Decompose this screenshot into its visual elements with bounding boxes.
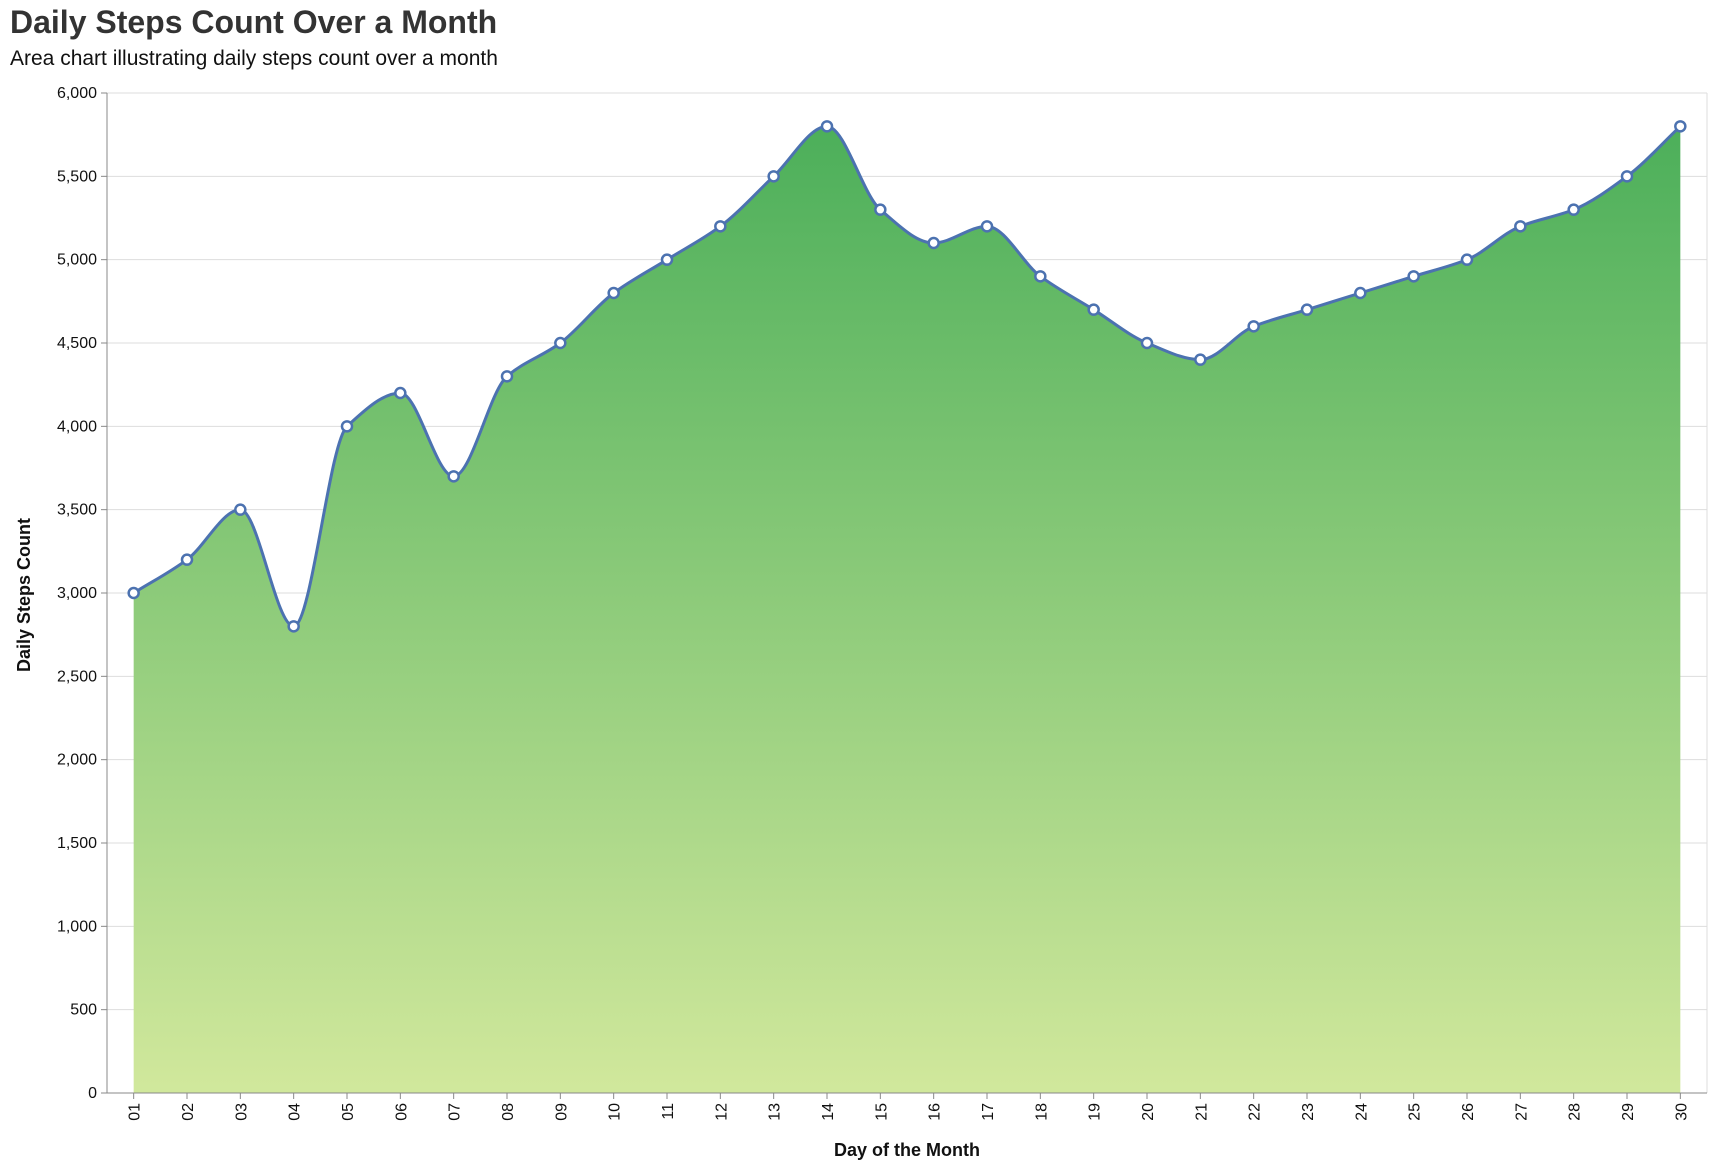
data-point xyxy=(554,336,567,350)
x-tick-label: 13 xyxy=(767,1103,784,1121)
x-tick-label: 26 xyxy=(1460,1103,1477,1121)
y-tick-label: 5,000 xyxy=(57,252,97,269)
data-point xyxy=(1407,270,1420,283)
x-tick-label: 22 xyxy=(1247,1103,1264,1121)
x-tick-label: 24 xyxy=(1353,1103,1370,1121)
data-point xyxy=(1300,303,1314,316)
x-tick-label: 09 xyxy=(553,1103,570,1121)
data-point xyxy=(1087,303,1100,316)
y-tick-label: 5,500 xyxy=(57,168,97,185)
data-point xyxy=(447,470,460,483)
data-point xyxy=(767,170,780,183)
y-tick-label: 0 xyxy=(88,1085,97,1102)
axes: 0 500 1,000 1,500 2,000 2,500 3,000 3,500 4,000 4… xyxy=(57,85,1707,1121)
data-point xyxy=(1194,353,1207,366)
data-point xyxy=(1034,270,1047,283)
x-tick-label: 15 xyxy=(873,1103,890,1121)
x-tick-label: 16 xyxy=(927,1103,944,1121)
x-tick-label: 28 xyxy=(1567,1103,1584,1121)
x-tick-label: 07 xyxy=(447,1103,464,1121)
x-tick-label: 10 xyxy=(607,1103,624,1121)
y-tick-label: 4,500 xyxy=(57,335,97,352)
x-tick-label: 29 xyxy=(1620,1103,1637,1121)
data-point xyxy=(980,220,994,233)
data-point xyxy=(820,120,834,133)
data-point xyxy=(1514,220,1527,233)
area-fill xyxy=(133,126,1681,1094)
data-point xyxy=(340,420,354,433)
x-tick-label: 11 xyxy=(660,1103,677,1120)
x-tick-label: 23 xyxy=(1300,1103,1317,1121)
x-tick-label: 17 xyxy=(980,1103,997,1121)
x-tick-label: 05 xyxy=(340,1103,357,1121)
data-point xyxy=(500,370,514,383)
x-tick-label: 25 xyxy=(1407,1103,1424,1121)
y-tick-label: 3,000 xyxy=(57,585,97,602)
x-tick-label: 19 xyxy=(1087,1103,1104,1121)
data-point xyxy=(927,236,940,250)
x-tick-label: 27 xyxy=(1513,1103,1530,1121)
data-points xyxy=(127,120,1687,633)
x-tick-label: 20 xyxy=(1140,1103,1157,1121)
data-point xyxy=(1140,336,1154,350)
data-point xyxy=(714,220,727,233)
x-tick-label: 18 xyxy=(1033,1103,1050,1121)
y-tick-label: 6,000 xyxy=(57,85,97,102)
x-tick-label: 14 xyxy=(820,1103,837,1121)
data-point xyxy=(1354,286,1367,300)
data-point xyxy=(1620,170,1634,183)
data-point xyxy=(394,386,407,400)
y-tick-label: 1,500 xyxy=(57,835,97,852)
x-tick-label: 21 xyxy=(1193,1103,1210,1121)
data-point xyxy=(1460,253,1474,266)
y-tick-label: 2,000 xyxy=(57,752,97,769)
y-tick-label: 3,500 xyxy=(57,502,97,519)
x-tick-label: 08 xyxy=(500,1103,517,1121)
area-series xyxy=(132,124,1682,1094)
data-point xyxy=(287,620,300,633)
y-axis-title: Daily Steps Count xyxy=(14,518,34,672)
data-point xyxy=(1247,320,1260,333)
data-point xyxy=(1567,203,1580,216)
x-tick-label: 04 xyxy=(287,1103,304,1121)
data-point xyxy=(660,253,674,266)
chart-title: Daily Steps Count Over a Month xyxy=(10,4,498,40)
x-tick-label: 30 xyxy=(1673,1103,1690,1121)
data-point xyxy=(874,203,887,216)
x-tick-label: 06 xyxy=(393,1103,410,1121)
chart-subtitle: Area chart illustrating daily steps coun… xyxy=(10,47,498,70)
x-axis-title: Day of the Month xyxy=(834,1140,980,1160)
data-point xyxy=(1674,120,1687,133)
y-tick-label: 2,500 xyxy=(57,668,97,685)
data-point xyxy=(180,553,194,566)
x-tick-label: 02 xyxy=(180,1103,197,1121)
data-point xyxy=(127,586,140,600)
y-tick-label: 4,000 xyxy=(57,418,97,435)
x-tick-label: 03 xyxy=(233,1103,250,1121)
x-tick-label: 01 xyxy=(127,1103,144,1121)
y-tick-label: 500 xyxy=(70,1002,97,1019)
data-point xyxy=(607,286,620,300)
x-tick-label: 12 xyxy=(713,1103,730,1121)
y-tick-label: 1,000 xyxy=(57,918,97,935)
data-point xyxy=(234,503,247,516)
